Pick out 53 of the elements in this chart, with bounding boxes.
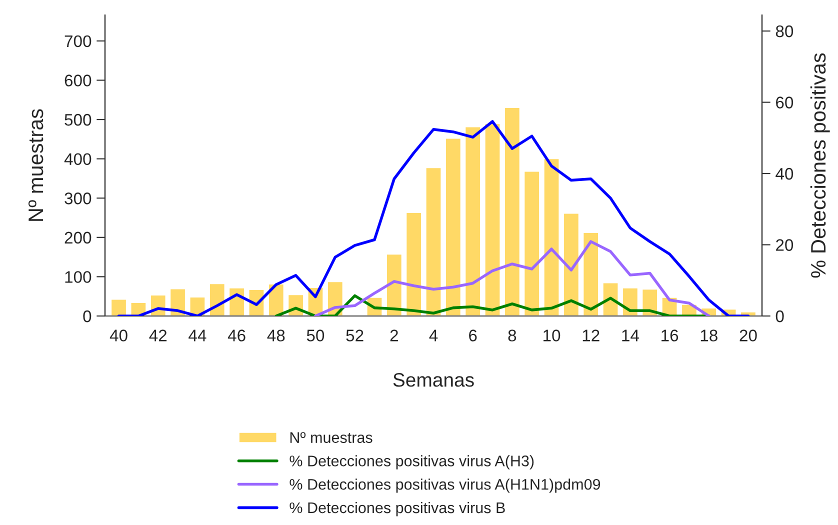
legend-label: Nº muestras: [290, 432, 372, 443]
x-tick-label: 20: [740, 330, 757, 342]
bar: [110, 298, 128, 316]
x-tick-label: 42: [149, 330, 167, 342]
line-series: [314, 240, 710, 316]
x-tick-label: 52: [346, 330, 364, 342]
y-tick-label: 600: [64, 74, 92, 86]
bar: [582, 232, 600, 316]
x-tick-label: 2: [390, 330, 398, 342]
y-tick-label: 700: [64, 35, 92, 48]
x-tick-label: 12: [582, 330, 600, 342]
x-tick-label: 46: [228, 330, 246, 342]
x-tick-label: 14: [622, 330, 639, 342]
x-tick-label: 50: [306, 330, 324, 342]
legend-label: % Detecciones positivas virus A(H1N1)pdm09: [290, 478, 600, 493]
y-tick-label: 0: [83, 310, 92, 322]
y2-tick-label: 0: [776, 310, 784, 322]
y-tick-label: 300: [64, 192, 92, 204]
x-tick-label: 8: [508, 330, 516, 342]
legend-label: % Detecciones positivas virus B: [290, 502, 505, 516]
x-tick-label: 16: [662, 330, 678, 342]
bar: [622, 287, 639, 316]
bar: [504, 106, 521, 316]
y2-axis-title: % Detecciones positivas: [810, 53, 830, 278]
bar: [562, 212, 580, 316]
bar: [169, 288, 186, 316]
y2-tick-label: 60: [776, 96, 794, 108]
y-tick-label: 200: [64, 232, 92, 244]
y2-tick-label: 20: [776, 239, 794, 251]
x-tick-label: 4: [429, 330, 438, 342]
bar: [464, 126, 482, 316]
y2-tick-label: 80: [776, 25, 794, 38]
y-tick-label: 500: [64, 114, 92, 126]
y-axis-title: Nº muestras: [28, 109, 44, 221]
y2-tick-label: 40: [776, 168, 794, 180]
x-tick-label: 6: [469, 330, 477, 342]
y-tick-label: 400: [64, 153, 92, 166]
x-tick-label: 44: [188, 330, 206, 342]
y-tick-label: 100: [65, 271, 92, 283]
bar: [424, 166, 442, 316]
line-series: [117, 120, 750, 316]
legend-label: % Detecciones positivas virus A(H3): [290, 455, 534, 470]
bar: [542, 158, 560, 316]
x-axis-title: Semanas: [393, 373, 474, 387]
x-tick-label: 10: [544, 330, 560, 342]
x-tick-label: 40: [110, 330, 128, 342]
bar: [484, 122, 502, 316]
bar: [386, 253, 403, 316]
bar: [444, 137, 462, 316]
x-tick-label: 48: [267, 330, 285, 342]
x-tick-label: 18: [700, 330, 718, 342]
bar: [405, 212, 422, 316]
bar: [523, 170, 540, 316]
